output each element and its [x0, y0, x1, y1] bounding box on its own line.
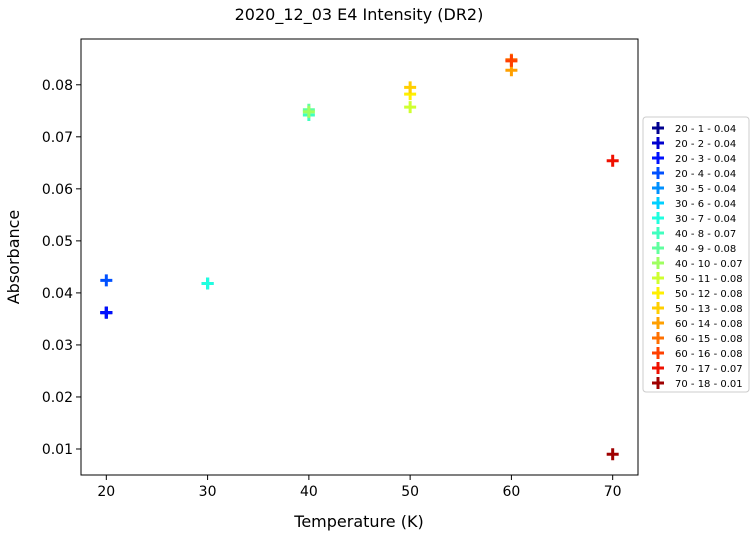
legend-label: 40 - 8 - 0.07 [675, 229, 736, 240]
legend-label: 60 - 15 - 0.08 [675, 334, 743, 345]
legend-label: 70 - 18 - 0.01 [675, 379, 743, 390]
legend-marker [652, 182, 664, 194]
legend-marker [652, 347, 664, 359]
data-point-marker [302, 105, 315, 118]
legend-label: 70 - 17 - 0.07 [675, 364, 743, 375]
data-point-marker [100, 306, 113, 319]
legend-marker [652, 272, 664, 284]
y-tick-label: 0.06 [42, 182, 73, 198]
legend-marker [652, 302, 664, 314]
y-axis: 0.01 0.02 0.03 0.04 0.05 0.06 0.07 0.08 [42, 78, 81, 458]
legend-label: 50 - 12 - 0.08 [675, 289, 743, 300]
legend-marker [652, 362, 664, 374]
legend-marker [652, 227, 664, 239]
y-tick-label: 0.02 [42, 390, 73, 406]
data-point-marker [505, 54, 518, 67]
legend-label: 20 - 2 - 0.04 [675, 139, 736, 150]
y-tick-label: 0.07 [42, 130, 73, 146]
y-tick-label: 0.04 [42, 286, 73, 302]
legend-marker [652, 332, 664, 344]
data-point-marker [404, 101, 417, 114]
x-tick-label: 40 [300, 484, 318, 500]
legend-marker [652, 137, 664, 149]
legend-label: 20 - 4 - 0.04 [675, 169, 736, 180]
legend-marker [652, 167, 664, 179]
legend-marker [652, 212, 664, 224]
legend-label: 50 - 13 - 0.08 [675, 304, 743, 315]
legend-marker [652, 287, 664, 299]
legend-marker [652, 242, 664, 254]
data-point-marker [201, 277, 214, 290]
y-tick-label: 0.08 [42, 78, 73, 94]
y-tick-label: 0.01 [42, 442, 73, 458]
plot-area [80, 38, 639, 476]
legend-box [642, 116, 750, 393]
legend-marker [652, 197, 664, 209]
x-tick-label: 50 [401, 484, 419, 500]
data-point-marker [606, 448, 619, 461]
legend-label: 30 - 7 - 0.04 [675, 214, 736, 225]
x-axis: 20 30 40 50 60 70 [97, 475, 622, 500]
legend-label: 20 - 3 - 0.04 [675, 154, 736, 165]
chart-title: 2020_12_03 E4 Intensity (DR2) [235, 5, 484, 25]
legend-marker [652, 152, 664, 164]
y-axis-title: Absorbance [4, 210, 23, 305]
legend-label: 30 - 6 - 0.04 [675, 199, 736, 210]
data-point-marker [404, 81, 417, 94]
legend-label: 50 - 11 - 0.08 [675, 274, 743, 285]
legend-marker [652, 257, 664, 269]
x-tick-label: 30 [199, 484, 217, 500]
legend-label: 40 - 9 - 0.08 [675, 244, 736, 255]
data-point-marker [606, 154, 619, 167]
legend-label: 60 - 14 - 0.08 [675, 319, 743, 330]
legend-label: 60 - 16 - 0.08 [675, 349, 743, 360]
x-tick-label: 60 [502, 484, 520, 500]
data-point-marker [100, 274, 113, 287]
legend-label: 30 - 5 - 0.04 [675, 184, 736, 195]
y-tick-label: 0.03 [42, 338, 73, 354]
legend-label: 20 - 1 - 0.04 [675, 124, 736, 135]
legend-marker [652, 377, 664, 389]
x-tick-label: 70 [604, 484, 622, 500]
data-points [100, 53, 619, 461]
x-tick-label: 20 [97, 484, 115, 500]
legend-marker [652, 122, 664, 134]
y-tick-label: 0.05 [42, 234, 73, 250]
legend: 20 - 1 - 0.04 20 - 2 - 0.04 20 - 3 - 0.04 2… [642, 116, 750, 393]
x-axis-title: Temperature (K) [293, 512, 423, 531]
legend-label: 40 - 10 - 0.07 [675, 259, 743, 270]
legend-marker [652, 317, 664, 329]
